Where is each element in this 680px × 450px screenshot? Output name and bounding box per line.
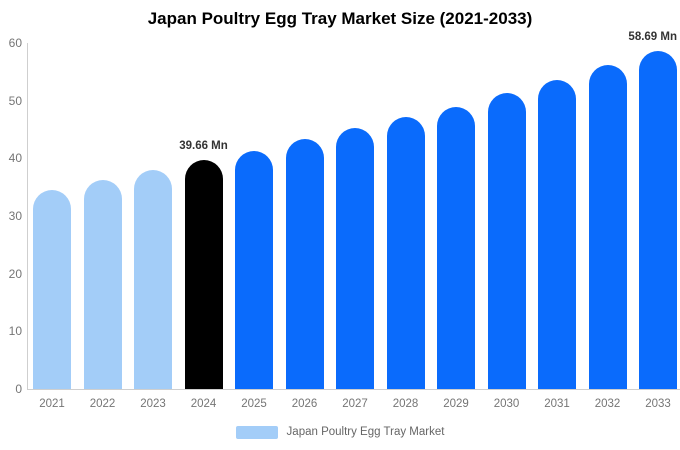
legend-label: Japan Poultry Egg Tray Market [286,426,445,438]
y-tick-label: 40 [8,151,22,166]
y-axis-line [27,43,28,389]
y-tick-label: 10 [8,324,22,339]
x-tick-label: 2023 [140,398,166,410]
bar-slot-2031: 2031 [538,43,576,410]
bar-2026[interactable] [285,139,324,389]
bar-slot-2030: 2030 [487,43,526,410]
x-tick-label: 2027 [342,398,368,410]
bar-2024[interactable] [184,160,223,389]
x-tick-label: 2030 [493,398,520,410]
x-tick-label: 2024 [190,398,217,410]
x-tick-label: 2029 [443,398,469,410]
x-tick-label: 2022 [89,398,116,410]
bar-slot-2021: 2021 [33,43,71,410]
bar-2032[interactable] [588,64,627,389]
bar-slot-2027: 2027 [336,43,374,410]
y-tick-label: 20 [8,266,22,281]
plot-area: 2021 2022 2023 2024 39.66 Mn 2025 2026 2027 2028… [33,31,677,410]
bar-2033[interactable] [639,50,677,389]
bar-slot-2026: 2026 [285,43,324,410]
x-tick-label: 2028 [392,398,419,410]
bar-2025[interactable] [235,151,273,389]
bar-2021[interactable] [33,190,71,389]
legend[interactable]: Japan Poultry Egg Tray Market [0,424,680,440]
bar-2022[interactable] [83,180,122,389]
bar-2030[interactable] [487,93,526,389]
bar-slot-2024: 2024 39.66 Mn [179,43,228,410]
bar-slot-2028: 2028 [386,43,425,410]
y-tick-label: 50 [8,93,22,108]
x-tick-label: 2025 [241,398,267,410]
bar-slot-2022: 2022 [83,43,122,410]
y-tick-label: 0 [15,382,22,396]
x-tick-label: 2021 [39,398,65,410]
bar-2029[interactable] [437,107,475,389]
bar-slot-2032: 2032 [588,43,627,410]
x-axis-line [27,389,680,390]
bar-2028[interactable] [386,116,425,389]
bar-slot-2025: 2025 [235,43,273,410]
y-tick-label: 60 [8,36,22,50]
bar-slot-2023: 2023 [134,43,172,410]
x-tick-label: 2032 [594,398,621,410]
y-tick-label: 30 [8,209,22,223]
bar-value-annotation: 58.69 Mn [628,30,677,43]
bar-2027[interactable] [336,127,374,389]
y-axis: 0 10 20 30 40 50 60 [0,0,22,450]
bar-2023[interactable] [134,170,172,389]
bar-2031[interactable] [538,79,576,389]
legend-swatch [235,425,278,439]
bar-value-annotation: 39.66 Mn [179,140,228,153]
x-tick-label: 2033 [645,398,671,410]
bar-slot-2029: 2029 [437,43,475,410]
x-tick-label: 2031 [544,398,570,410]
x-tick-label: 2026 [291,398,318,410]
bar-slot-2033: 2033 58.69 Mn [628,31,677,410]
chart-title: Japan Poultry Egg Tray Market Size (2021… [147,9,533,28]
